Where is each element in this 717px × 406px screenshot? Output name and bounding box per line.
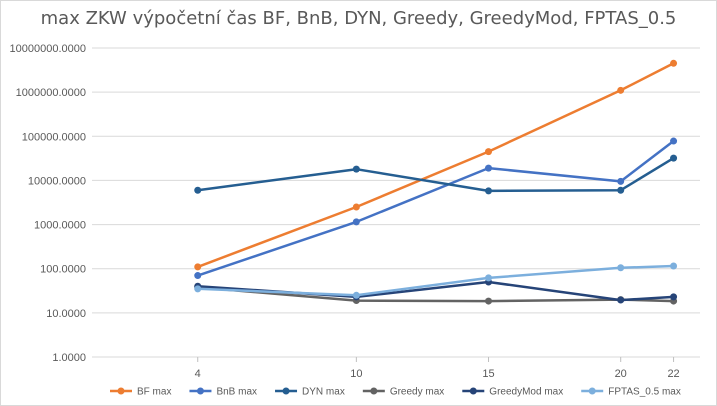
legend-swatch-marker bbox=[588, 387, 596, 395]
x-tick-label: 20 bbox=[615, 368, 627, 380]
data-point bbox=[670, 154, 678, 162]
legend-swatch-marker bbox=[469, 387, 477, 395]
y-tick-label: 10000000.0000 bbox=[10, 43, 86, 55]
series-line bbox=[197, 264, 674, 297]
x-tick-label: 4 bbox=[195, 368, 201, 380]
data-point bbox=[485, 187, 493, 195]
data-point bbox=[617, 86, 625, 94]
data-point bbox=[485, 148, 493, 156]
series-lines bbox=[194, 59, 678, 305]
y-axis-ticks: 1.0000 10.0000 100.0000 1000.0000 10000.0000… bbox=[10, 43, 86, 364]
data-point bbox=[194, 186, 202, 194]
series-bnb-max bbox=[194, 137, 678, 280]
data-point bbox=[617, 264, 625, 272]
x-tick-label: 15 bbox=[482, 368, 494, 380]
legend-label: BF max bbox=[137, 387, 171, 398]
data-point bbox=[352, 291, 360, 299]
legend-swatch-marker bbox=[117, 387, 125, 395]
data-point bbox=[670, 137, 678, 145]
legend-label: BnB max bbox=[216, 387, 257, 398]
data-point bbox=[617, 177, 625, 185]
data-point bbox=[485, 297, 493, 305]
legend-swatch-marker bbox=[196, 387, 204, 395]
y-tick-label: 100000.0000 bbox=[22, 131, 86, 143]
data-point bbox=[485, 164, 493, 172]
data-point bbox=[670, 262, 678, 270]
series-bf-max bbox=[194, 59, 678, 271]
legend-label: Greedy max bbox=[390, 387, 444, 398]
y-tick-label: 10.0000 bbox=[46, 308, 86, 320]
series-line bbox=[197, 286, 674, 303]
legend-item: GreedyMod max bbox=[462, 387, 563, 398]
data-point bbox=[352, 165, 360, 173]
legend-label: GreedyMod max bbox=[489, 387, 563, 398]
legend-swatch-marker bbox=[282, 387, 290, 395]
legend-item: FPTAS_0.5 max bbox=[581, 387, 681, 398]
legend-item: BnB max bbox=[189, 387, 257, 398]
data-point bbox=[670, 293, 678, 301]
data-point bbox=[617, 296, 625, 304]
legend-label: DYN max bbox=[302, 387, 345, 398]
legend-item: DYN max bbox=[275, 387, 345, 398]
data-point bbox=[194, 263, 202, 271]
data-point bbox=[485, 274, 493, 282]
legend-swatch-marker bbox=[370, 387, 378, 395]
series-line bbox=[197, 62, 675, 269]
series-line bbox=[197, 140, 675, 277]
data-point bbox=[194, 272, 202, 280]
legend-label: FPTAS_0.5 max bbox=[608, 387, 681, 398]
y-tick-label: 1000.0000 bbox=[34, 220, 86, 232]
gridlines bbox=[92, 47, 700, 358]
data-point bbox=[670, 59, 678, 67]
x-tick-label: 10 bbox=[350, 368, 362, 380]
chart-title: max ZKW výpočetní čas BF, BnB, DYN, Gree… bbox=[40, 8, 677, 29]
data-point bbox=[617, 186, 625, 194]
x-tick-label: 22 bbox=[667, 368, 679, 380]
legend: BF max BnB max DYN max Greedy max GreedyMod … bbox=[110, 387, 681, 398]
y-tick-label: 100.0000 bbox=[40, 264, 86, 276]
legend-item: BF max bbox=[110, 387, 171, 398]
x-axis: 4 10 15 20 22 bbox=[195, 357, 680, 380]
series-fptas-0-5-max bbox=[194, 262, 678, 299]
data-point bbox=[194, 285, 202, 293]
y-tick-label: 1000000.0000 bbox=[16, 87, 86, 99]
y-tick-label: 10000.0000 bbox=[28, 175, 86, 187]
series-dyn-max bbox=[194, 154, 678, 195]
data-point bbox=[352, 203, 360, 211]
legend-item: Greedy max bbox=[362, 387, 444, 398]
data-point bbox=[352, 218, 360, 226]
y-tick-label: 1.0000 bbox=[52, 352, 86, 364]
